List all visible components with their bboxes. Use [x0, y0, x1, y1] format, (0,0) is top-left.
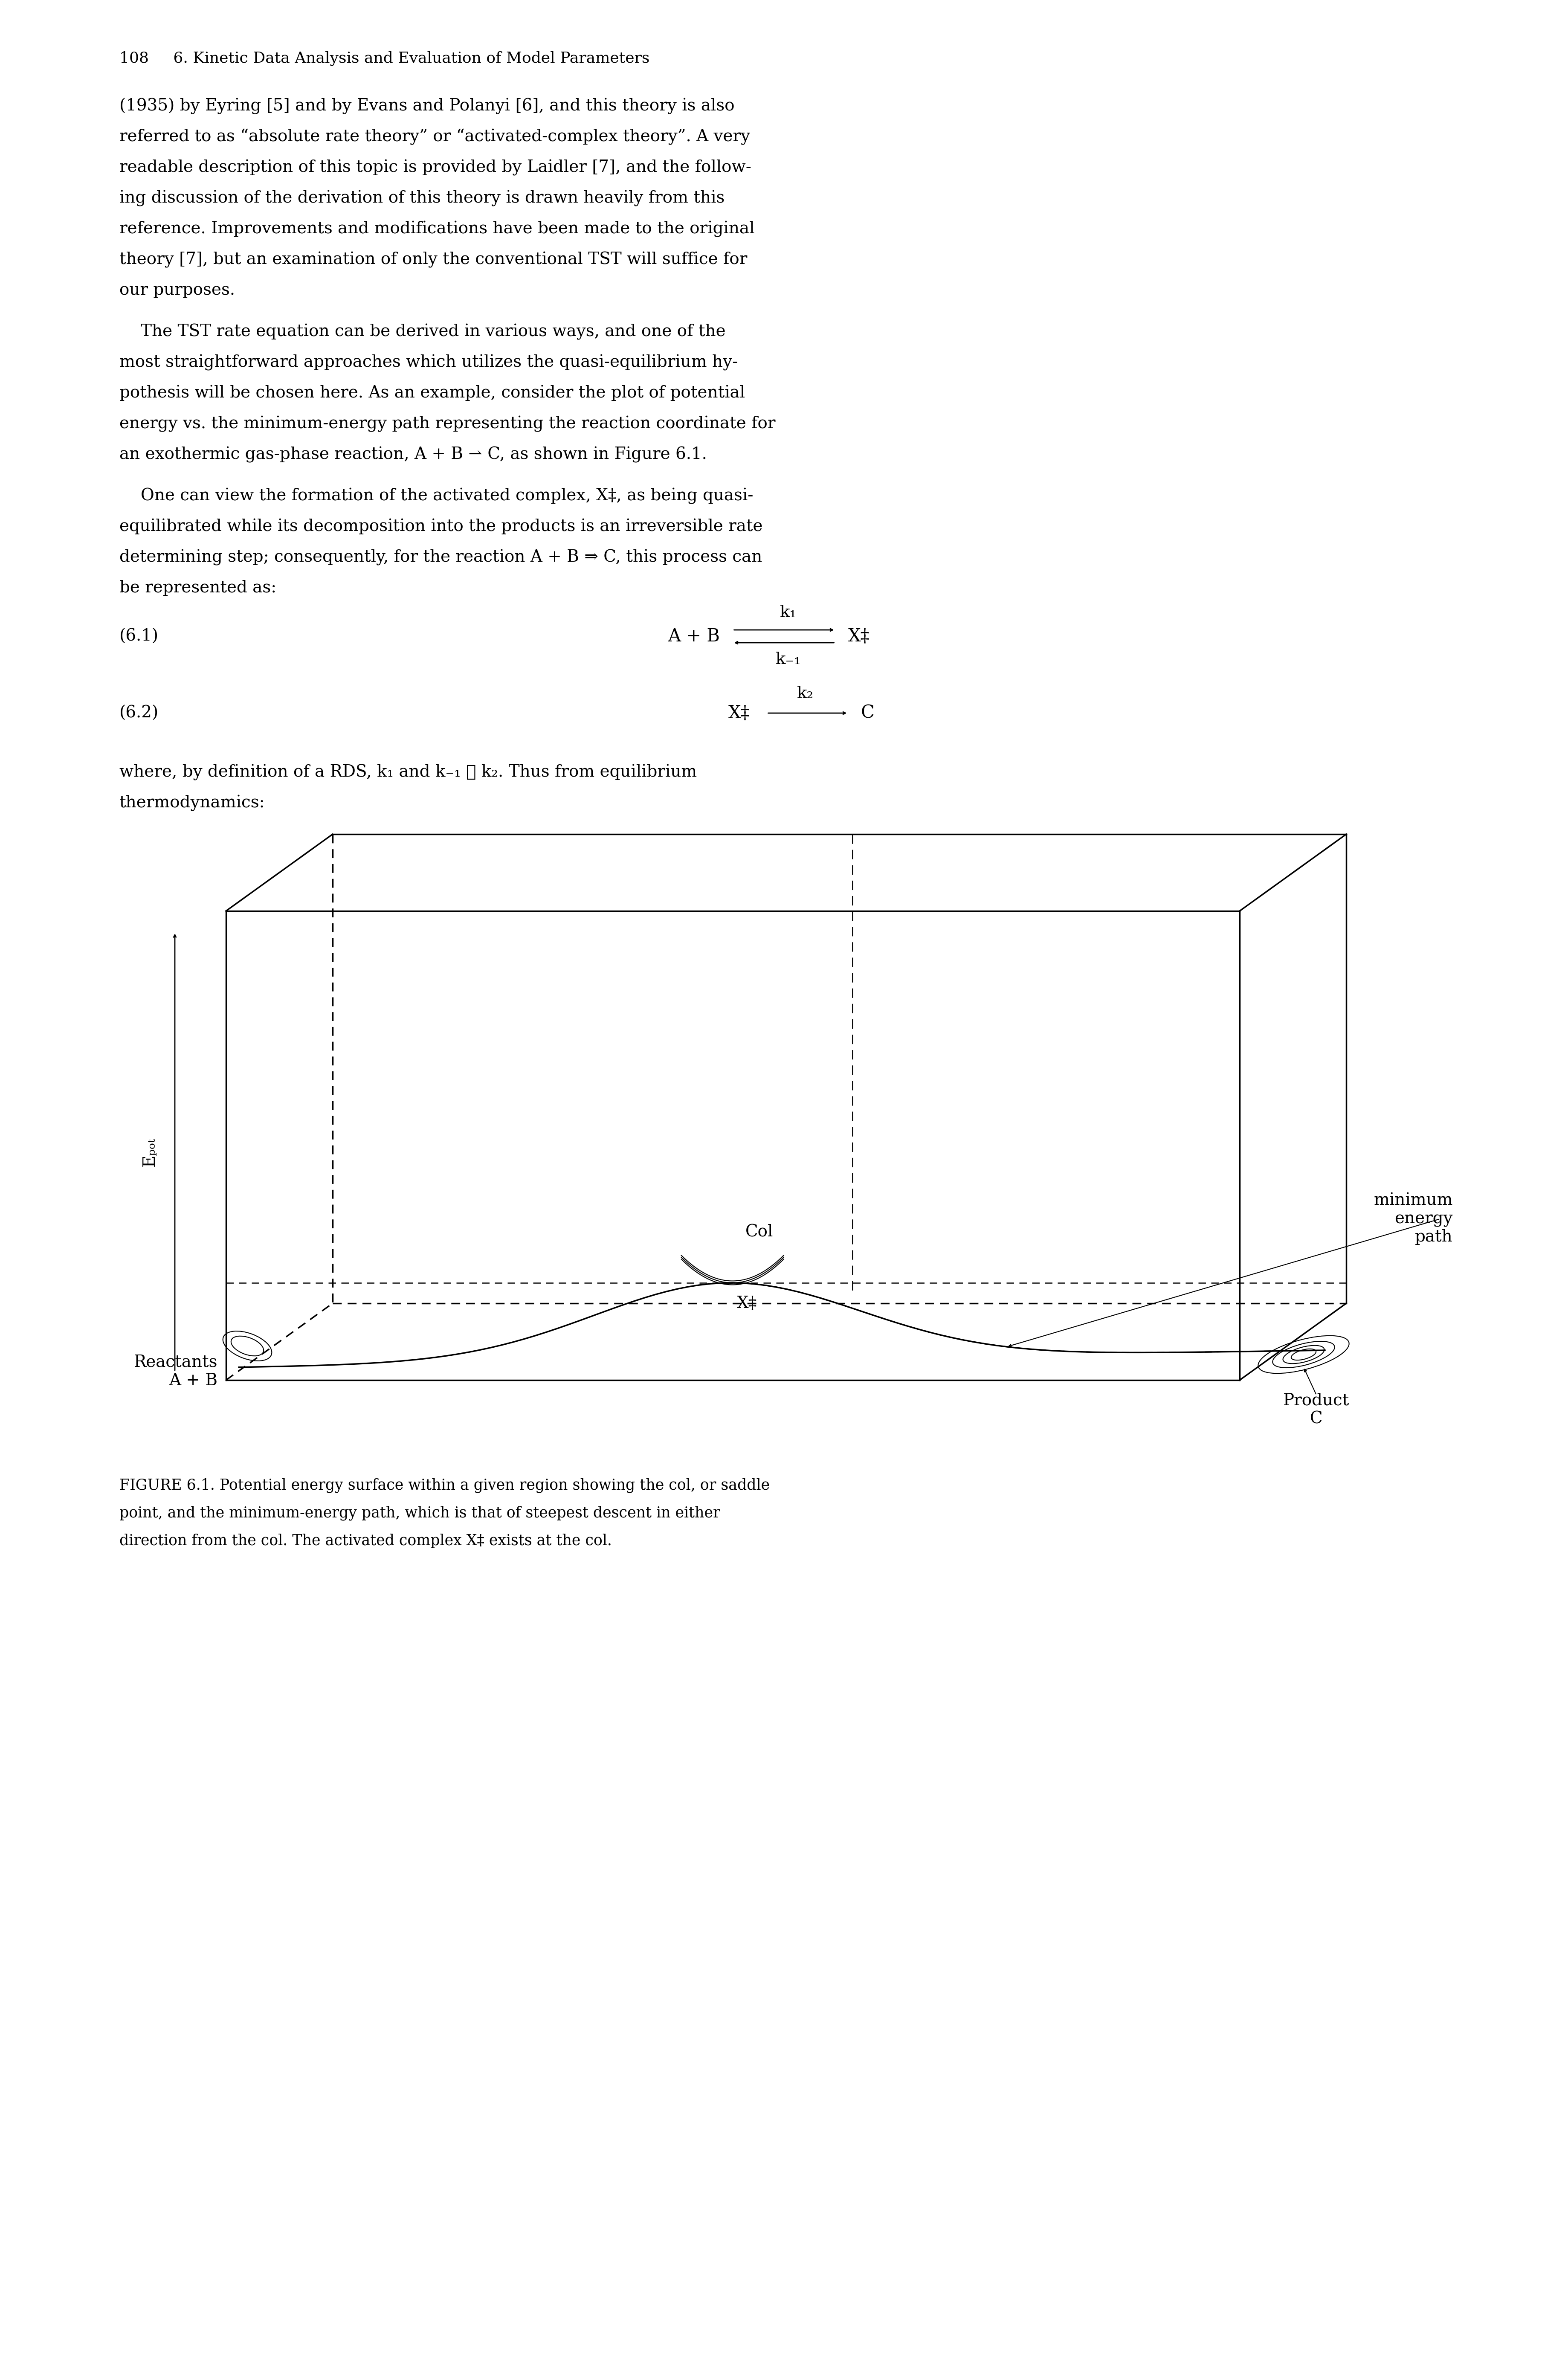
Text: k₂: k₂	[797, 686, 814, 701]
Text: k₋₁: k₋₁	[776, 651, 801, 667]
Text: our purposes.: our purposes.	[119, 282, 235, 298]
Text: C: C	[861, 703, 875, 722]
Text: Col: Col	[745, 1224, 773, 1240]
Text: 108     6. Kinetic Data Analysis and Evaluation of Model Parameters: 108 6. Kinetic Data Analysis and Evaluat…	[119, 52, 649, 66]
Text: energy vs. the minimum-energy path representing the reaction coordinate for: energy vs. the minimum-energy path repre…	[119, 417, 776, 433]
Text: direction from the col. The activated complex X‡ exists at the col.: direction from the col. The activated co…	[119, 1534, 612, 1548]
Text: be represented as:: be represented as:	[119, 580, 276, 596]
Text: readable description of this topic is provided by Laidler [7], and the follow-: readable description of this topic is pr…	[119, 159, 751, 175]
Text: referred to as “absolute rate theory” or “activated-complex theory”. A very: referred to as “absolute rate theory” or…	[119, 128, 750, 144]
Text: One can view the formation of the activated complex, X‡, as being quasi-: One can view the formation of the activa…	[141, 488, 753, 504]
Text: Reactants
A + B: Reactants A + B	[133, 1354, 218, 1389]
Text: most straightforward approaches which utilizes the quasi-equilibrium hy-: most straightforward approaches which ut…	[119, 355, 739, 372]
Text: equilibrated while its decomposition into the products is an irreversible rate: equilibrated while its decomposition int…	[119, 518, 762, 535]
Text: point, and the minimum-energy path, which is that of steepest descent in either: point, and the minimum-energy path, whic…	[119, 1505, 720, 1520]
Text: A + B: A + B	[668, 627, 720, 646]
Text: where, by definition of a RDS, k₁ and k₋₁ ≫ k₂. Thus from equilibrium: where, by definition of a RDS, k₁ and k₋…	[119, 765, 696, 781]
Text: (6.2): (6.2)	[119, 705, 158, 722]
Text: X‡: X‡	[729, 703, 750, 722]
Text: theory [7], but an examination of only the conventional TST will suffice for: theory [7], but an examination of only t…	[119, 251, 748, 267]
Text: (1935) by Eyring [5] and by Evans and Polanyi [6], and this theory is also: (1935) by Eyring [5] and by Evans and Po…	[119, 97, 734, 114]
Text: minimum
energy
path: minimum energy path	[1374, 1193, 1454, 1245]
Text: k₁: k₁	[779, 606, 797, 620]
Text: The TST rate equation can be derived in various ways, and one of the: The TST rate equation can be derived in …	[141, 324, 726, 341]
Text: X‡: X‡	[848, 627, 869, 646]
Text: X‡: X‡	[737, 1295, 757, 1311]
Text: ing discussion of the derivation of this theory is drawn heavily from this: ing discussion of the derivation of this…	[119, 189, 724, 206]
Text: thermodynamics:: thermodynamics:	[119, 795, 265, 812]
Text: reference. Improvements and modifications have been made to the original: reference. Improvements and modification…	[119, 220, 754, 237]
Text: determining step; consequently, for the reaction A + B ⇒ C, this process can: determining step; consequently, for the …	[119, 549, 762, 566]
Text: pothesis will be chosen here. As an example, consider the plot of potential: pothesis will be chosen here. As an exam…	[119, 386, 745, 400]
Text: an exothermic gas-phase reaction, A + B ⇀ C, as shown in Figure 6.1.: an exothermic gas-phase reaction, A + B …	[119, 447, 707, 462]
Text: (6.1): (6.1)	[119, 627, 158, 644]
Text: Eₚₒₜ: Eₚₒₜ	[143, 1136, 158, 1167]
Text: FIGURE 6.1. Potential energy surface within a given region showing the col, or s: FIGURE 6.1. Potential energy surface wit…	[119, 1479, 770, 1494]
Text: Product
C: Product C	[1283, 1392, 1350, 1427]
